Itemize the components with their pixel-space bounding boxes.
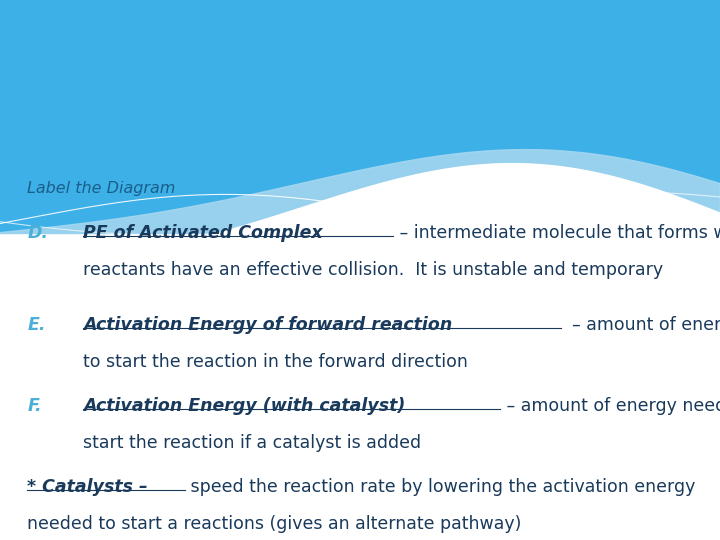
- FancyBboxPatch shape: [0, 0, 720, 243]
- Text: – amount of energy needed: – amount of energy needed: [562, 316, 720, 334]
- Text: Activation Energy (with catalyst): Activation Energy (with catalyst): [83, 397, 405, 415]
- Text: PE of Activated Complex: PE of Activated Complex: [83, 224, 323, 242]
- Text: reactants have an effective collision.  It is unstable and temporary: reactants have an effective collision. I…: [83, 261, 663, 279]
- Text: D.: D.: [27, 224, 48, 242]
- Text: speed the reaction rate by lowering the activation energy: speed the reaction rate by lowering the …: [185, 478, 696, 496]
- Text: start the reaction if a catalyst is added: start the reaction if a catalyst is adde…: [83, 434, 421, 451]
- Text: – amount of energy needed to: – amount of energy needed to: [501, 397, 720, 415]
- Text: needed to start a reactions (gives an alternate pathway): needed to start a reactions (gives an al…: [27, 515, 522, 532]
- Text: E.: E.: [27, 316, 46, 334]
- Text: F.: F.: [27, 397, 42, 415]
- Text: Label the Diagram: Label the Diagram: [27, 181, 176, 196]
- Text: to start the reaction in the forward direction: to start the reaction in the forward dir…: [83, 353, 468, 370]
- Text: – intermediate molecule that forms when: – intermediate molecule that forms when: [394, 224, 720, 242]
- Text: Activation Energy of forward reaction: Activation Energy of forward reaction: [83, 316, 452, 334]
- Text: * Catalysts –: * Catalysts –: [27, 478, 148, 496]
